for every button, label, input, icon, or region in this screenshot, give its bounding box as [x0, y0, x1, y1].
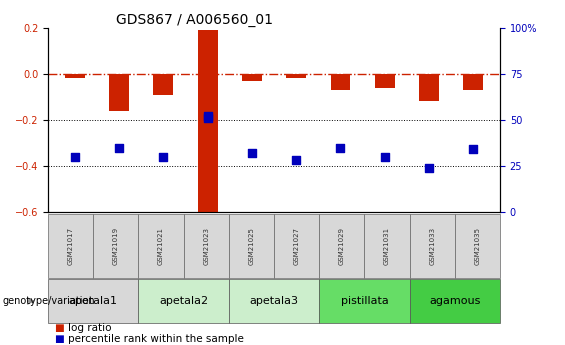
Text: ■: ■ — [54, 334, 63, 344]
Bar — [64, 74, 85, 78]
Bar — [286, 74, 306, 78]
Text: GSM21019: GSM21019 — [113, 227, 119, 265]
Text: GSM21017: GSM21017 — [68, 227, 73, 265]
Text: agamous: agamous — [429, 296, 480, 306]
Text: apetala3: apetala3 — [250, 296, 298, 306]
Text: GSM21029: GSM21029 — [339, 227, 345, 265]
Bar — [375, 74, 395, 88]
Point — [203, 114, 212, 119]
Bar — [153, 74, 173, 95]
Point — [336, 145, 345, 150]
Point — [469, 147, 478, 152]
Text: percentile rank within the sample: percentile rank within the sample — [68, 334, 244, 344]
Bar — [331, 74, 350, 90]
Text: GSM21027: GSM21027 — [294, 227, 299, 265]
Text: GSM21031: GSM21031 — [384, 227, 390, 265]
Text: GSM21025: GSM21025 — [249, 227, 254, 265]
Point — [292, 158, 301, 163]
Point — [114, 145, 123, 150]
Point — [380, 154, 389, 159]
Bar — [463, 74, 484, 90]
Point — [159, 154, 168, 159]
Text: apetala2: apetala2 — [159, 296, 208, 306]
Text: pistillata: pistillata — [341, 296, 388, 306]
Text: GSM21033: GSM21033 — [429, 227, 435, 265]
Bar — [242, 74, 262, 81]
Text: apetala1: apetala1 — [69, 296, 118, 306]
Text: GSM21023: GSM21023 — [203, 227, 209, 265]
Point — [70, 154, 79, 159]
Point — [425, 165, 434, 171]
Text: log ratio: log ratio — [68, 323, 111, 333]
Text: GDS867 / A006560_01: GDS867 / A006560_01 — [116, 12, 273, 27]
Bar — [419, 74, 439, 101]
Text: GSM21035: GSM21035 — [475, 227, 480, 265]
Text: GSM21021: GSM21021 — [158, 227, 164, 265]
Point — [203, 115, 212, 121]
Bar — [198, 30, 218, 74]
Text: genotype/variation: genotype/variation — [3, 296, 95, 306]
Bar — [198, 74, 218, 215]
Point — [247, 150, 257, 156]
Text: ■: ■ — [54, 323, 63, 333]
Bar — [109, 74, 129, 111]
